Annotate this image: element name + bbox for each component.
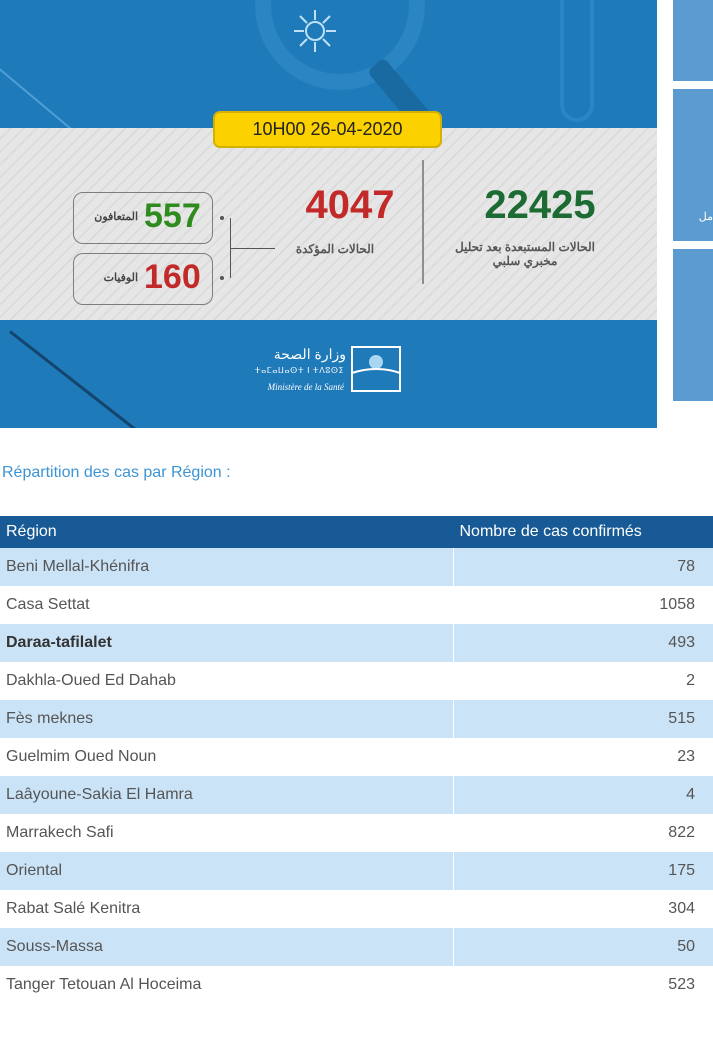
connector-dot <box>220 216 224 220</box>
region-name: Tanger Tetouan Al Hoceima <box>0 966 454 1004</box>
connector-dot <box>220 276 224 280</box>
deaths-label: الوفيات <box>103 272 138 284</box>
recovered-label: المتعافون <box>94 211 138 223</box>
case-count: 50 <box>453 928 713 966</box>
infographic-footer-band <box>0 320 657 428</box>
side-panel-text: مل <box>698 211 713 223</box>
recovered-box: المتعافون 557 <box>73 192 213 244</box>
region-name: Laâyoune-Sakia El Hamra <box>0 776 454 814</box>
table-header-row: Région Nombre de cas confirmés <box>0 516 713 548</box>
region-name: Beni Mellal-Khénifra <box>0 548 454 586</box>
decorative-line <box>0 60 75 128</box>
region-name: Marrakech Safi <box>0 814 454 852</box>
table-row: Daraa-tafilalet 493 <box>0 624 713 662</box>
virus-icon <box>294 10 336 52</box>
table-row: Fès meknes 515 <box>0 700 713 738</box>
infographic-header-band <box>0 0 657 128</box>
region-name: Casa Settat <box>0 586 454 624</box>
stats-divider <box>422 160 424 284</box>
case-count: 493 <box>453 624 713 662</box>
confirmed-cases-value: 4047 <box>305 183 395 227</box>
stats-band <box>0 128 657 320</box>
ministry-name-tifinagh: ⵜⴰⵎⴰⵡⴰⵙⵜ ⵏ ⵜⴷⵓⵙⵉ <box>254 366 344 375</box>
column-header-region: Région <box>0 516 454 548</box>
case-count: 2 <box>453 662 713 700</box>
ministry-logo-icon <box>351 346 401 392</box>
table-row: Casa Settat 1058 <box>0 586 713 624</box>
table-row: Souss-Massa 50 <box>0 928 713 966</box>
region-name: Daraa-tafilalet <box>0 624 454 662</box>
table-row: Beni Mellal-Khénifra 78 <box>0 548 713 586</box>
table-row: Guelmim Oued Noun 23 <box>0 738 713 776</box>
connector-line <box>230 248 275 249</box>
case-count: 23 <box>453 738 713 776</box>
confirmed-cases-label: الحالات المؤكدة <box>295 242 375 256</box>
case-count: 1058 <box>453 586 713 624</box>
region-name: Guelmim Oued Noun <box>0 738 454 776</box>
case-count: 523 <box>453 966 713 1004</box>
case-count: 515 <box>453 700 713 738</box>
case-count: 304 <box>453 890 713 928</box>
region-name: Rabat Salé Kenitra <box>0 890 454 928</box>
table-row: Rabat Salé Kenitra 304 <box>0 890 713 928</box>
test-tube-icon <box>560 0 594 122</box>
excluded-cases-label: الحالات المستبعدة بعد تحليل مخبري سلبي <box>455 240 595 268</box>
ministry-name-french: Ministère de la Santé <box>267 382 344 392</box>
side-panel <box>673 89 713 241</box>
covid-infographic: 10H00 26-04-2020 22425 الحالات المستبعدة… <box>0 0 657 428</box>
connector-line-vertical <box>230 218 231 278</box>
region-name: Oriental <box>0 852 454 890</box>
recovered-value: 557 <box>144 197 201 235</box>
table-row: Laâyoune-Sakia El Hamra 4 <box>0 776 713 814</box>
region-table: Région Nombre de cas confirmés Beni Mell… <box>0 516 713 1004</box>
region-name: Fès meknes <box>0 700 454 738</box>
decorative-line <box>9 330 145 428</box>
region-name: Dakhla-Oued Ed Dahab <box>0 662 454 700</box>
region-name: Souss-Massa <box>0 928 454 966</box>
side-panel <box>673 0 713 81</box>
deaths-box: الوفيات 160 <box>73 253 213 305</box>
table-row: Dakhla-Oued Ed Dahab 2 <box>0 662 713 700</box>
table-row: Marrakech Safi 822 <box>0 814 713 852</box>
case-count: 78 <box>453 548 713 586</box>
excluded-cases-value: 22425 <box>484 183 596 227</box>
ministry-name-arabic: وزارة الصحة <box>273 346 346 362</box>
case-count: 4 <box>453 776 713 814</box>
deaths-value: 160 <box>144 258 201 296</box>
case-count: 175 <box>453 852 713 890</box>
case-count: 822 <box>453 814 713 852</box>
side-panel <box>673 249 713 401</box>
table-row: Tanger Tetouan Al Hoceima 523 <box>0 966 713 1004</box>
table-row: Oriental 175 <box>0 852 713 890</box>
column-header-count: Nombre de cas confirmés <box>453 516 713 548</box>
date-time-badge: 10H00 26-04-2020 <box>213 111 442 148</box>
section-title: Répartition des cas par Région : <box>2 464 231 481</box>
